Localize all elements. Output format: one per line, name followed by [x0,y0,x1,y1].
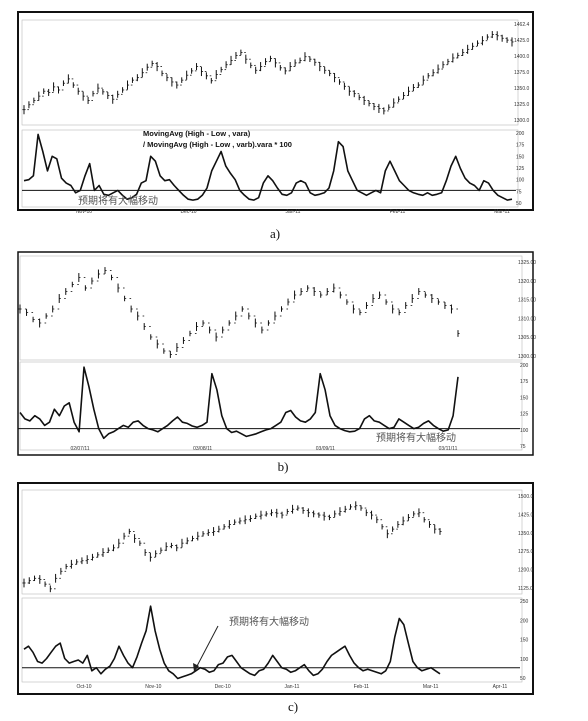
panel-c-annotation-arrow [195,625,219,669]
panel-c-frame [17,482,534,695]
price-tick-label: 1200.0 [518,568,534,574]
price-tick-label: 1425.0 [514,38,530,44]
price-tick-label: 1300.0 [514,118,530,124]
panel-a-annotation: 预期将有大幅移动 [78,194,158,207]
panel-c-date-axis: Oct-10 Nov-10 Dec-10 Jan-11 Feb-11 Mar-11 Apr-… [76,684,507,690]
price-tick-label: 1125.0 [518,586,533,592]
panel-c: 1500.0 1425.0 1350.0 1275.0 1200.0 1125.0 250… [17,482,534,714]
panel-b-price-series [18,267,460,358]
panel-a-oscillator-series [22,133,516,201]
panel-c-caption: c) [288,699,298,714]
price-tick-label: 1305.00 [518,335,536,341]
panel-c-price-series [22,501,442,593]
panel-c-price-axis: 1500.0 1425.0 1350.0 1275.0 1200.0 1125.0 [518,494,534,592]
oscillator-tick-label: 175 [520,379,529,385]
panel-c-annotation-arrowhead [193,663,199,672]
date-tick-label: 03/11/11 [439,446,458,452]
oscillator-tick-label: 75 [516,189,522,195]
panel-b-price-axis: 1325.00 1320.00 1315.00 1310.00 1305.00 1300.… [518,260,536,360]
oscillator-tick-label: 200 [520,363,529,369]
price-tick-label: 1375.0 [514,70,530,76]
panel-a-date-axis: Nov-10 Dec-10 Jan-11 Feb-11 Mar-11 [76,209,510,215]
panel-c-oscillator-series [22,605,520,680]
price-tick-label: 1315.00 [518,298,536,304]
oscillator-tick-label: 200 [520,618,529,624]
oscillator-tick-label: 100 [520,657,529,663]
price-tick-label: 1275.0 [518,549,534,555]
oscillator-tick-label: 150 [520,395,529,401]
oscillator-tick-label: 175 [516,143,525,149]
panel-a-oscillator-axis: 200 175 150 125 100 75 50 [516,131,525,207]
price-tick-label: 1400.0 [514,54,530,60]
oscillator-tick-label: 200 [516,131,525,137]
panel-a-price-axis: 1462.4 1425.0 1400.0 1375.0 1350.0 1325.0 1300… [514,22,530,124]
oscillator-line [23,133,513,201]
panel-b-oscillator-axis: 200 175 150 125 100 75 [520,363,529,450]
date-tick-label: Nov-10 [76,209,92,215]
oscillator-tick-label: 125 [516,166,525,172]
panel-a-frame [17,11,534,211]
date-tick-label: 03/08/11 [193,446,212,452]
date-tick-label: 03/09/11 [316,446,335,452]
oscillator-tick-label: 150 [520,638,529,644]
oscillator-tick-label: 250 [520,599,529,605]
date-tick-label: 02/07/11 [70,446,89,452]
date-tick-label: Feb-11 [390,209,406,215]
panel-b: 1325.00 1320.00 1315.00 1310.00 1305.00 1300.… [17,251,536,474]
panel-b-frame [17,251,534,456]
price-tick-label: 1320.00 [518,279,536,285]
date-tick-label: Dec-10 [215,684,231,690]
panel-b-caption: b) [278,459,289,474]
price-tick-label: 1500.0 [518,494,534,500]
date-tick-label: Jan-11 [286,209,301,215]
oscillator-tick-label: 150 [516,154,525,160]
panel-b-osc-area [19,361,523,451]
price-tick-label: 1325.0 [514,102,530,108]
panel-a-price-area [21,19,519,126]
date-tick-label: Mar-11 [423,684,439,690]
panel-c-annotation: 预期将有大幅移动 [229,615,309,628]
oscillator-tick-label: 50 [516,201,522,207]
date-tick-label: Oct-10 [76,684,91,690]
panel-b-annotation: 预期将有大幅移动 [376,431,456,444]
panel-a-formula-line-2: / MovingAvg (High - Low , varb).vara * 1… [143,140,292,149]
date-tick-label: Apr-11 [493,684,508,690]
panel-a: 1462.4 1425.0 1400.0 1375.0 1350.0 1325.0 1300… [17,11,534,241]
date-tick-label: Jan-11 [285,684,300,690]
oscillator-line [19,366,459,440]
panel-a-osc-area [21,129,519,208]
panel-a-caption: a) [270,226,280,241]
date-tick-label: Feb-11 [354,684,370,690]
price-tick-label: 1425.0 [518,512,534,518]
oscillator-tick-label: 125 [520,412,529,418]
oscillator-tick-label: 75 [520,444,526,450]
price-tick-label: 1350.0 [514,86,530,92]
price-tick-label: 1325.00 [518,260,536,266]
panel-c-oscillator-axis: 250 200 150 100 50 [520,599,529,682]
price-tick-label: 1300.00 [518,354,536,360]
date-tick-label: Nov-10 [145,684,161,690]
price-tick-label: 1310.00 [518,316,536,322]
price-tick-label: 1462.4 [514,22,530,28]
oscillator-tick-label: 100 [516,178,525,184]
price-tick-label: 1350.0 [518,531,534,537]
panel-c-price-area [21,489,523,595]
date-tick-label: Dec-10 [180,209,196,215]
panel-c-osc-area [21,597,523,683]
panel-a-price-series [22,31,514,115]
date-tick-label: Mar-11 [494,209,510,215]
oscillator-tick-label: 100 [520,428,529,434]
oscillator-tick-label: 50 [520,676,526,682]
panel-b-date-axis: 02/07/11 03/08/11 03/09/11 03/11/11 [70,446,457,452]
oscillator-line [23,605,441,680]
panel-a-formula-line-1: MovingAvg (High - Low , vara) [143,129,251,138]
panel-b-oscillator-series [18,366,520,440]
